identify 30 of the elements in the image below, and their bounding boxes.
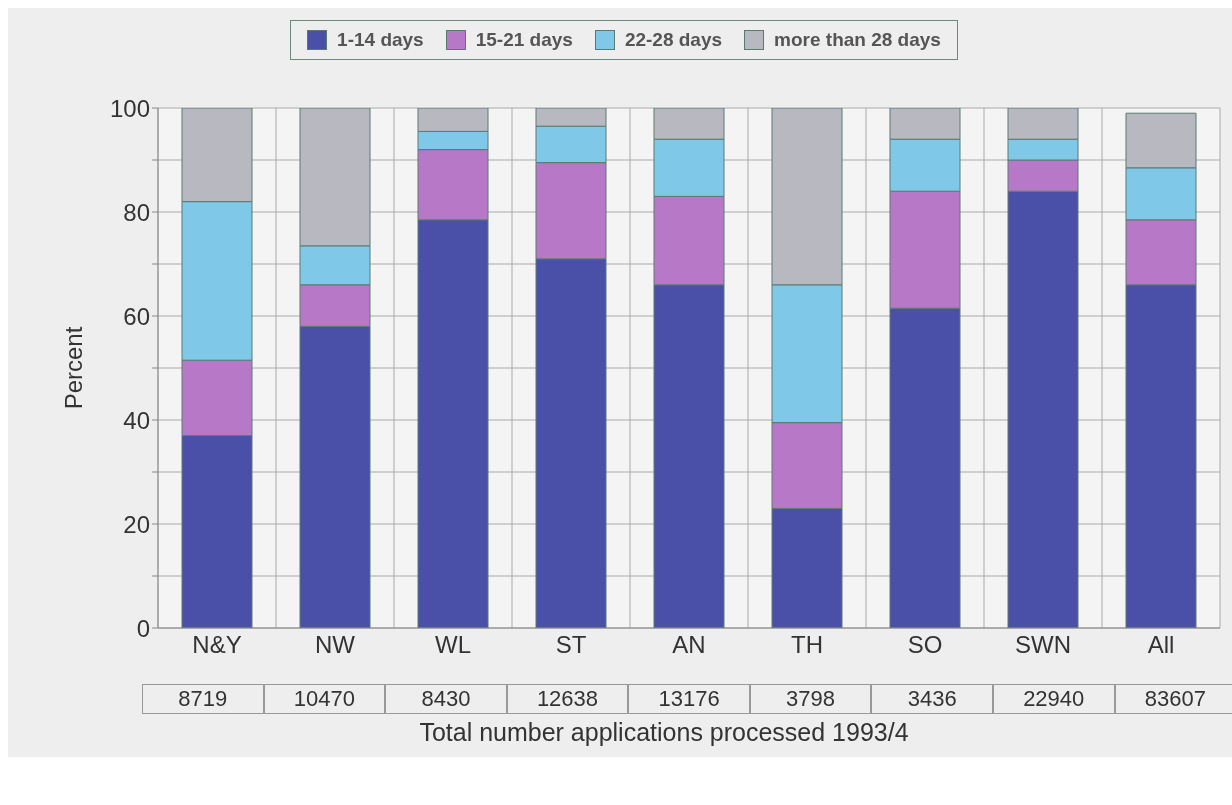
text: 8430 (385, 684, 507, 714)
x-tick-label: All (1147, 631, 1175, 659)
text: 3798 (749, 684, 872, 714)
y-axis-title: Percent (59, 326, 87, 410)
text: 3436 (871, 684, 993, 714)
x-tick-label: AN (672, 631, 706, 659)
x-tick-label: NW (315, 631, 356, 659)
text: 12638 (506, 684, 629, 714)
text: 22940 (992, 684, 1115, 714)
y-tick-label: 0 (136, 614, 150, 642)
x-axis-title: Total number applications processed 1993/4 (418, 717, 910, 748)
y-tick-label: 40 (123, 406, 150, 434)
x-tick-label: WL (435, 631, 471, 659)
text: 10470 (263, 684, 386, 714)
legend-label: 15-21 days (474, 29, 573, 51)
y-tick-label: 20 (123, 510, 150, 538)
legend-label: more than 28 days (773, 29, 941, 51)
text: 8719 (142, 684, 264, 714)
x-tick-label: N&Y (192, 631, 242, 659)
y-tick-label: 60 (123, 302, 150, 330)
y-tick-label: 100 (109, 94, 150, 122)
text: 13176 (628, 684, 750, 714)
legend-label: 22-28 days (623, 29, 723, 51)
y-tick-label: 80 (123, 198, 150, 226)
text: 83607 (1114, 684, 1232, 714)
x-tick-label: SWN (1015, 631, 1071, 659)
x-tick-label: TH (791, 631, 823, 659)
legend-label: 1-14 days (336, 29, 424, 51)
x-tick-label: SO (907, 631, 943, 659)
x-tick-label: ST (555, 631, 587, 659)
